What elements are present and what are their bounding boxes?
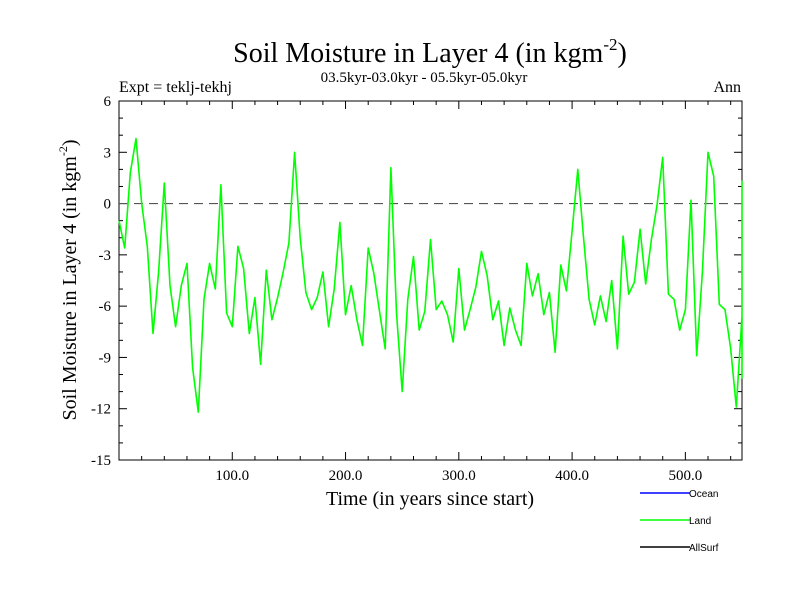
- legend-label-ocean: Ocean: [689, 489, 718, 500]
- legend-label-land: Land: [689, 516, 711, 527]
- y-axis-title-close: ): [59, 139, 81, 146]
- y-tick-label: -6: [99, 299, 112, 315]
- y-tick-label: 6: [104, 94, 112, 110]
- x-axis-title: Time (in years since start): [326, 488, 534, 510]
- chart-title-main: Soil Moisture in Layer 4 (in kgm: [233, 38, 603, 69]
- x-axis: 100.0 200.0 300.0 400.0 500.0: [141, 101, 732, 484]
- y-tick-label: -9: [99, 350, 112, 366]
- y-axis-title-main: Soil Moisture in Layer 4 (in kgm: [59, 156, 81, 421]
- y-axis: 6 3 0 -3 -6 -9 -12 -15: [91, 94, 742, 469]
- x-tick-label: 500.0: [668, 468, 702, 484]
- y-axis-title: Soil Moisture in Layer 4 (in kgm-2): [56, 139, 81, 420]
- x-tick-label: 300.0: [442, 468, 476, 484]
- y-tick-label: -12: [91, 402, 111, 418]
- chart-title-close: ): [618, 38, 627, 69]
- y-tick-label: -3: [99, 248, 112, 264]
- series-line-land: [118, 137, 743, 413]
- legend: Ocean Land AllSurf: [640, 489, 719, 554]
- chart-subtitle: 03.5kyr-03.0kyr - 05.5kyr-05.0kyr: [321, 70, 528, 86]
- y-tick-label: -15: [91, 453, 111, 469]
- y-tick-label: 0: [104, 197, 112, 213]
- x-tick-label: 400.0: [555, 468, 589, 484]
- chart-title-sup: -2: [603, 35, 617, 54]
- chart-title: Soil Moisture in Layer 4 (in kgm-2): [233, 35, 627, 69]
- plot-frame: [118, 100, 743, 461]
- expt-label: Expt = teklj-tekhj: [119, 79, 232, 96]
- legend-label-allsurf: AllSurf: [689, 543, 719, 554]
- season-label: Ann: [713, 79, 741, 96]
- y-axis-title-sup: -2: [56, 146, 70, 156]
- y-tick-label: 3: [104, 145, 112, 161]
- x-tick-label: 200.0: [329, 468, 363, 484]
- x-tick-label: 100.0: [215, 468, 249, 484]
